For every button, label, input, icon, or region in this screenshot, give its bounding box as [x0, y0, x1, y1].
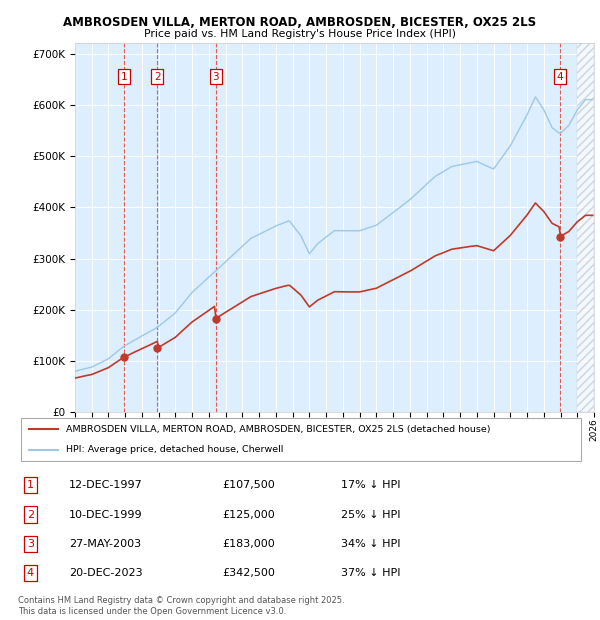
Text: AMBROSDEN VILLA, MERTON ROAD, AMBROSDEN, BICESTER, OX25 2LS: AMBROSDEN VILLA, MERTON ROAD, AMBROSDEN,… [64, 16, 536, 29]
Text: 17% ↓ HPI: 17% ↓ HPI [341, 480, 401, 490]
Text: 37% ↓ HPI: 37% ↓ HPI [341, 568, 401, 578]
Text: AMBROSDEN VILLA, MERTON ROAD, AMBROSDEN, BICESTER, OX25 2LS (detached house): AMBROSDEN VILLA, MERTON ROAD, AMBROSDEN,… [66, 425, 491, 434]
Text: 12-DEC-1997: 12-DEC-1997 [69, 480, 143, 490]
Text: 20-DEC-2023: 20-DEC-2023 [69, 568, 143, 578]
Text: 4: 4 [557, 71, 563, 82]
Text: 34% ↓ HPI: 34% ↓ HPI [341, 539, 401, 549]
Text: Price paid vs. HM Land Registry's House Price Index (HPI): Price paid vs. HM Land Registry's House … [144, 29, 456, 39]
Text: £125,000: £125,000 [222, 510, 275, 520]
Text: 1: 1 [27, 480, 34, 490]
Text: 25% ↓ HPI: 25% ↓ HPI [341, 510, 401, 520]
Text: 2: 2 [27, 510, 34, 520]
Text: 2: 2 [154, 71, 161, 82]
Text: 1: 1 [121, 71, 127, 82]
Text: £183,000: £183,000 [222, 539, 275, 549]
Text: £342,500: £342,500 [222, 568, 275, 578]
Text: HPI: Average price, detached house, Cherwell: HPI: Average price, detached house, Cher… [66, 445, 284, 454]
Text: 3: 3 [212, 71, 219, 82]
Text: 3: 3 [27, 539, 34, 549]
Text: Contains HM Land Registry data © Crown copyright and database right 2025.
This d: Contains HM Land Registry data © Crown c… [18, 596, 344, 616]
Text: 27-MAY-2003: 27-MAY-2003 [69, 539, 141, 549]
Text: 4: 4 [27, 568, 34, 578]
Text: 10-DEC-1999: 10-DEC-1999 [69, 510, 143, 520]
FancyBboxPatch shape [21, 418, 581, 461]
Text: £107,500: £107,500 [222, 480, 275, 490]
